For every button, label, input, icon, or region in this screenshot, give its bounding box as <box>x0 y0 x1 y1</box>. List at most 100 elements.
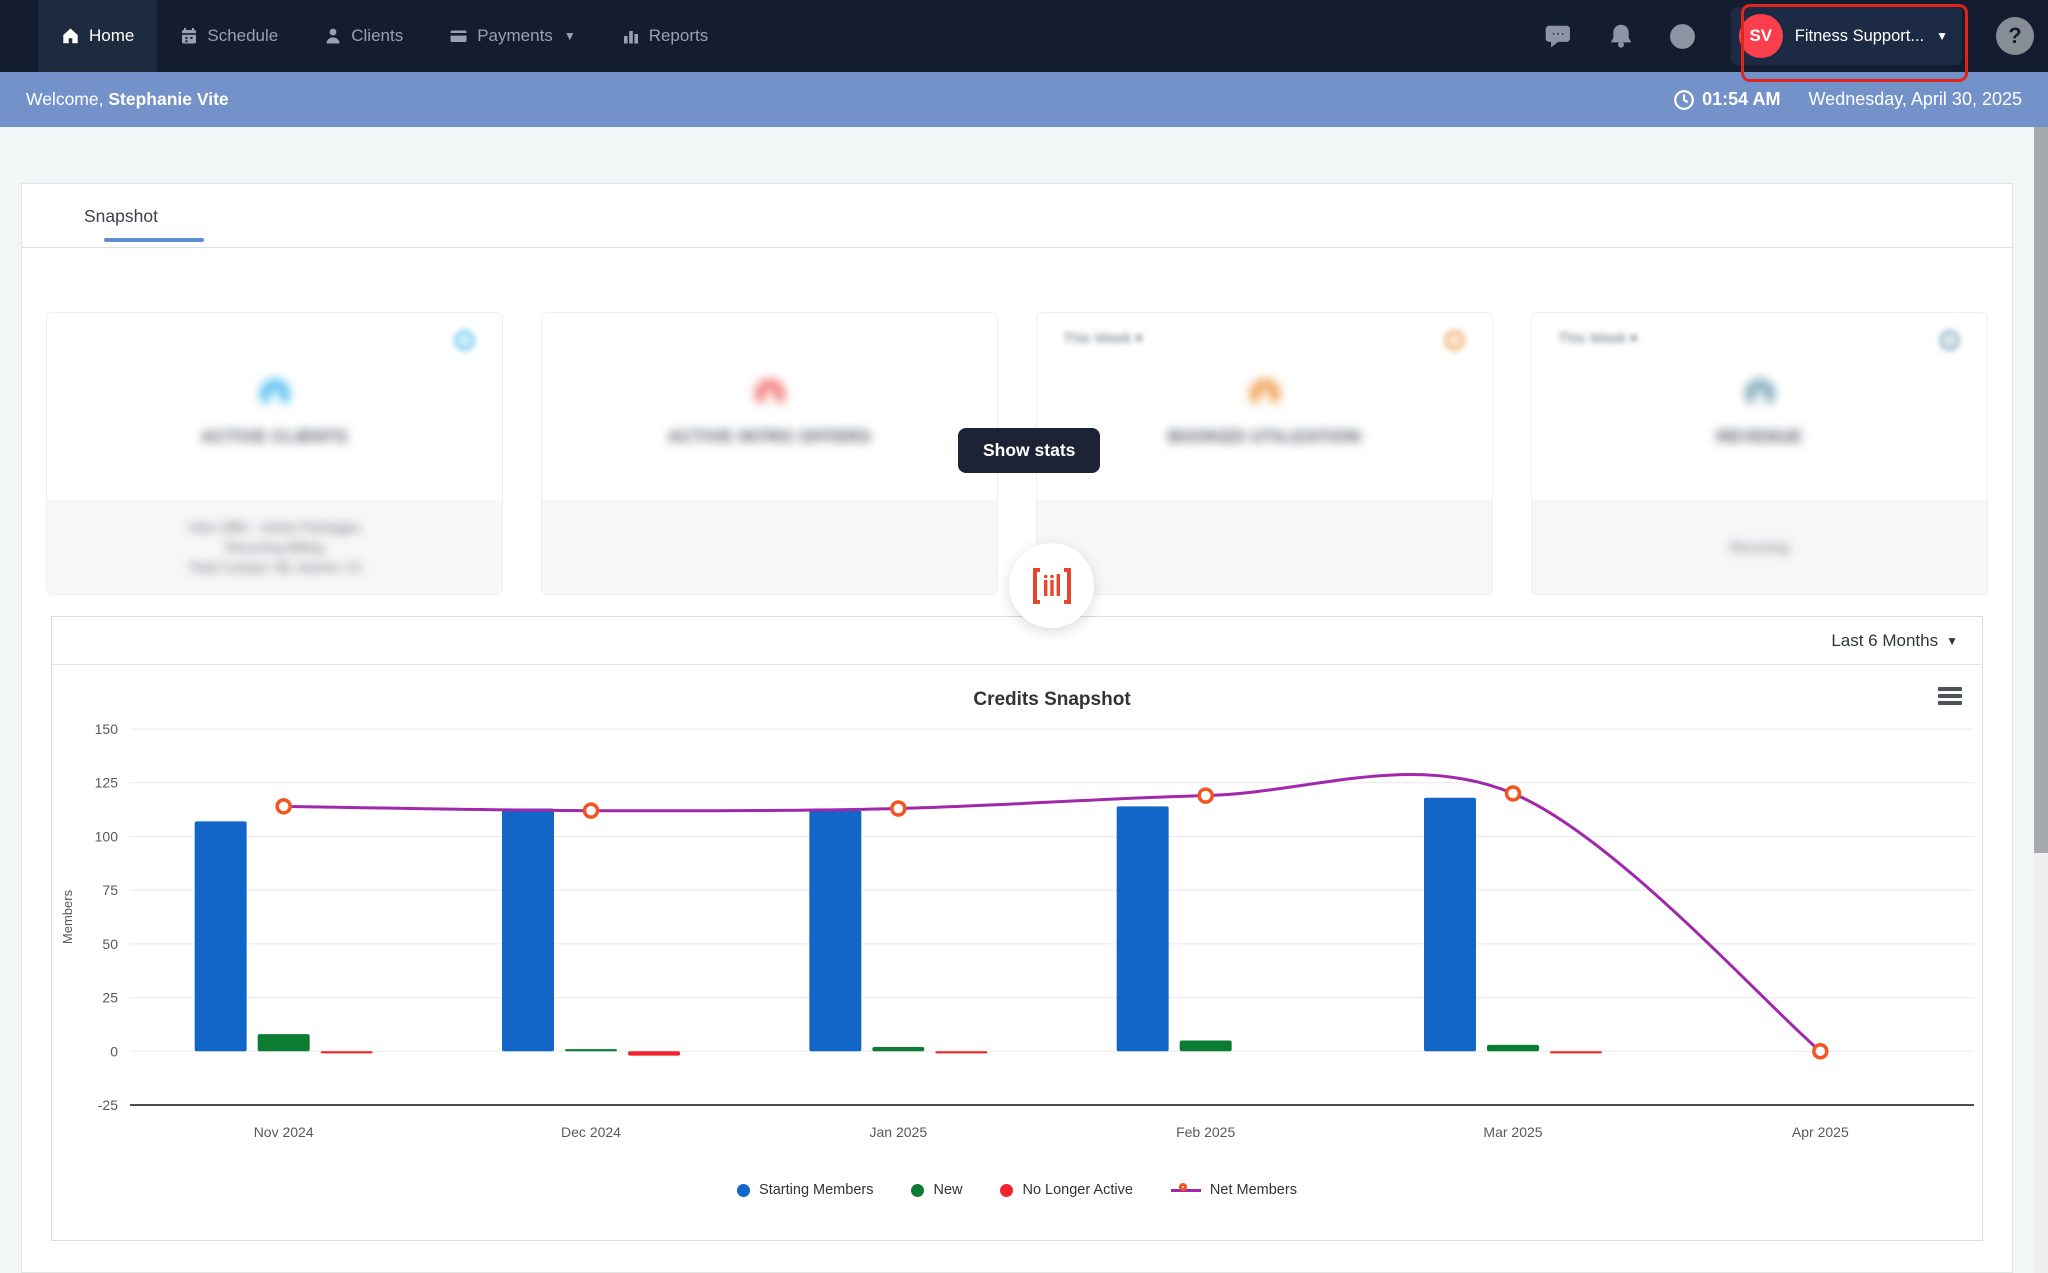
svg-text:Members: Members <box>60 889 75 944</box>
help-icon[interactable]: ? <box>1996 17 2034 55</box>
history-clock-icon[interactable] <box>1669 22 1697 50</box>
stat-card-footer: Intro Offer - Active Packages Recurring … <box>47 500 502 594</box>
tab-snapshot[interactable]: Snapshot <box>64 198 204 242</box>
footer-line: Intro Offer - Active Packages <box>188 519 361 535</box>
chat-icon[interactable] <box>1545 22 1573 50</box>
stat-card-footer: Recurring <box>1532 500 1987 594</box>
nav-item-reports[interactable]: Reports <box>599 0 732 72</box>
barcode-icon <box>1032 567 1071 604</box>
svg-text:100: 100 <box>95 828 119 844</box>
welcome-text: Welcome, Stephanie Vite <box>26 89 229 109</box>
svg-text:125: 125 <box>95 775 119 791</box>
svg-text:Apr 2025: Apr 2025 <box>1792 1124 1849 1140</box>
footer-line: Recurring <box>1730 539 1789 555</box>
legend-dot-icon <box>737 1183 751 1197</box>
calendar-icon <box>182 28 197 44</box>
svg-text:Credits Snapshot: Credits Snapshot <box>973 689 1131 710</box>
welcome-bar: Welcome, Stephanie Vite 01:54 AM Wednesd… <box>0 72 2048 127</box>
stat-card-title: ACTIVE INTRO OFFERS <box>667 427 872 446</box>
gear-icon[interactable]: ⚙︎ <box>1936 325 1963 358</box>
svg-text:Jan 2025: Jan 2025 <box>870 1124 928 1140</box>
user-menu[interactable]: SV Fitness Support... ▼ <box>1730 7 1962 65</box>
legend-label: Starting Members <box>759 1182 874 1198</box>
svg-text:Mar 2025: Mar 2025 <box>1483 1124 1542 1140</box>
home-icon <box>63 28 78 44</box>
svg-text:Dec 2024: Dec 2024 <box>561 1124 621 1140</box>
svg-text:150: 150 <box>95 721 119 737</box>
chart-body: Credits Snapshot 150 125 100 75 50 25 0 -25 Membe… <box>52 665 1982 1208</box>
loading-spinner <box>259 379 290 409</box>
notifications-bell-icon[interactable] <box>1607 22 1635 50</box>
stat-card-active-intro-offers[interactable]: ⚙︎ ACTIVE INTRO OFFERS <box>541 312 998 595</box>
snapshot-container: Snapshot ⚙︎ ACTIVE CLIENTS Intro Offer -… <box>21 183 2013 1273</box>
current-date: Wednesday, April 30, 2025 <box>1808 89 2022 109</box>
gear-icon[interactable]: ⚙︎ <box>1441 325 1468 358</box>
nav-right-controls: SV Fitness Support... ▼ ? <box>1545 0 2048 72</box>
stat-card-title: ACTIVE CLIENTS <box>201 427 348 446</box>
legend-item[interactable]: No Longer Active <box>1000 1182 1133 1198</box>
nav-item-label: Clients <box>351 26 404 45</box>
avatar: SV <box>1738 14 1783 58</box>
nav-item-clients[interactable]: Clients <box>301 0 426 72</box>
legend-line-marker-icon <box>1170 1183 1201 1197</box>
scrollbar-thumb[interactable] <box>2034 127 2048 853</box>
stat-cards-row: ⚙︎ ACTIVE CLIENTS Intro Offer - Active P… <box>46 312 1988 595</box>
nav-item-schedule[interactable]: Schedule <box>157 0 301 72</box>
chevron-down-icon: ▼ <box>1946 633 1958 648</box>
footer-line: Total Contact: 96, Alumni: 13 <box>188 559 361 575</box>
card-period-select[interactable]: This Week ▾ <box>1558 331 1638 347</box>
nav-item-label: Payments <box>477 26 553 45</box>
nav-item-label: Home <box>89 26 135 45</box>
nav-items: Home Schedule Clients Payments ▼ Reports <box>0 0 731 72</box>
stat-card-footer <box>1037 500 1492 594</box>
chart-legend: Starting Members New No Longer Active Net M… <box>52 1172 1982 1208</box>
stat-card-footer <box>542 500 997 594</box>
tab-active-indicator <box>104 238 204 242</box>
credits-chart-svg: Credits Snapshot 150 125 100 75 50 25 0 -25 Membe… <box>60 689 1974 1140</box>
legend-label: New <box>933 1182 963 1198</box>
top-nav: Home Schedule Clients Payments ▼ Reports <box>0 0 2048 72</box>
credits-snapshot-card: Last 6 Months ▼ Credits Snapshot 150 125 100… <box>51 616 1983 1241</box>
nav-item-payments[interactable]: Payments ▼ <box>426 0 598 72</box>
stat-card-revenue[interactable]: This Week ▾ ⚙︎ REVENUE Recurring <box>1531 312 1988 595</box>
person-icon <box>326 28 340 44</box>
bar-chart-icon <box>623 31 638 44</box>
nav-item-label: Schedule <box>207 26 279 45</box>
svg-text:75: 75 <box>102 882 118 898</box>
loading-spinner <box>1249 379 1280 409</box>
credit-card-icon <box>450 30 467 42</box>
legend-item[interactable]: Net Members <box>1170 1182 1297 1198</box>
stat-card-active-clients[interactable]: ⚙︎ ACTIVE CLIENTS Intro Offer - Active P… <box>46 312 503 595</box>
footer-line: Recurring Billing <box>225 539 324 555</box>
chevron-down-icon: ▼ <box>1936 29 1948 43</box>
clock-icon <box>1674 89 1695 110</box>
svg-text:Feb 2025: Feb 2025 <box>1176 1124 1235 1140</box>
welcome-user-name: Stephanie Vite <box>108 89 229 109</box>
legend-label: No Longer Active <box>1022 1182 1133 1198</box>
svg-text:50: 50 <box>102 936 118 952</box>
svg-text:25: 25 <box>102 990 118 1006</box>
vertical-scrollbar[interactable] <box>2034 127 2048 1273</box>
chart-context-menu-icon[interactable] <box>1938 687 1962 705</box>
gear-icon[interactable]: ⚙︎ <box>451 325 478 358</box>
loading-spinner <box>754 379 785 409</box>
legend-label: Net Members <box>1209 1182 1297 1198</box>
svg-text:-25: -25 <box>98 1097 118 1113</box>
legend-dot-icon <box>1000 1183 1014 1197</box>
svg-text:0: 0 <box>110 1043 118 1059</box>
card-period-select[interactable]: This Week ▾ <box>1063 331 1143 347</box>
chart-range-select[interactable]: Last 6 Months ▼ <box>52 617 1982 665</box>
tab-bar: Snapshot <box>22 184 2012 248</box>
svg-text:Nov 2024: Nov 2024 <box>254 1124 314 1140</box>
show-stats-button[interactable]: Show stats <box>958 428 1101 473</box>
legend-item[interactable]: Starting Members <box>737 1182 873 1198</box>
nav-item-home[interactable]: Home <box>38 0 158 72</box>
legend-item[interactable]: New <box>911 1182 962 1198</box>
stat-card-booked-utilization[interactable]: This Week ▾ ⚙︎ BOOKED UTILIZATION <box>1036 312 1493 595</box>
barcode-scan-button[interactable] <box>1009 543 1094 628</box>
loading-spinner <box>1744 379 1775 409</box>
stat-card-title: BOOKED UTILIZATION <box>1168 427 1361 446</box>
stat-card-title: REVENUE <box>1716 427 1803 446</box>
legend-dot-icon <box>911 1183 925 1197</box>
chevron-down-icon: ▼ <box>563 29 576 43</box>
